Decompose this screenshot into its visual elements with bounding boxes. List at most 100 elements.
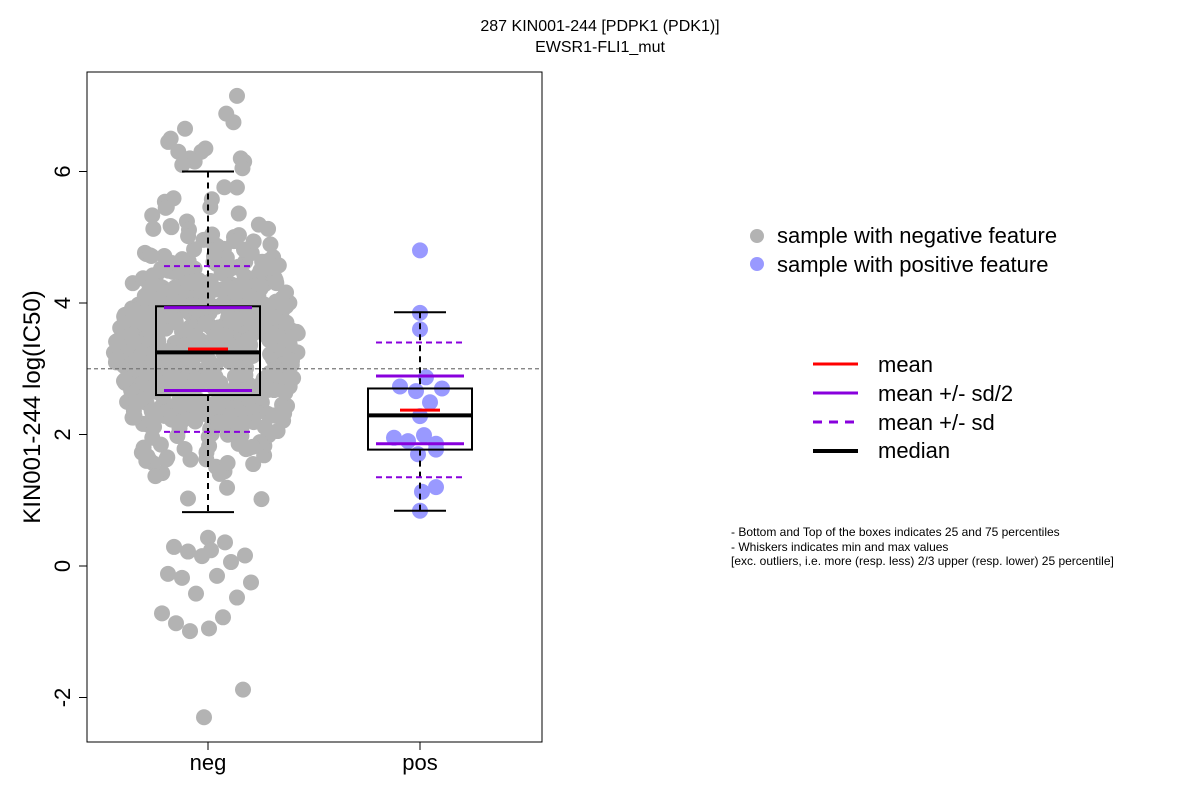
data-point-neg [174,323,191,340]
data-point-neg [203,191,220,208]
chart-title: 287 KIN001-244 [PDPK1 (PDK1)] [480,18,720,35]
legend-label-mean-half-sd: mean +/- sd/2 [878,381,1014,406]
data-point-neg [196,709,212,726]
data-point-neg [234,160,251,177]
data-point-neg [147,468,164,485]
data-point-neg [124,331,141,348]
data-point-neg [230,205,247,222]
x-tick-label: pos [402,750,437,775]
data-point-neg [188,585,204,602]
data-point-neg [238,307,255,324]
data-point-neg [253,491,270,508]
data-point-neg [199,291,216,308]
data-point-neg [168,615,184,632]
data-point-neg [200,429,217,446]
data-point-neg [190,272,207,289]
data-point-neg [230,435,247,452]
legend-label-negative: sample with negative feature [777,223,1058,248]
data-point-neg [245,233,262,250]
data-point-neg [166,538,182,555]
data-point-neg [161,350,178,367]
data-point-neg [174,569,190,586]
x-tick-label: neg [190,750,227,775]
note-line: - Bottom and Top of the boxes indicates … [731,525,1060,539]
data-point-neg [143,247,160,264]
data-point-neg [236,384,253,401]
y-tick-label: 0 [50,560,75,572]
data-point-neg [195,231,212,248]
iqr-box [367,387,473,451]
y-tick-label: 4 [50,297,75,309]
data-point-pos [412,242,428,259]
data-point-pos [392,378,408,395]
data-point-neg [230,416,247,433]
data-point-neg [226,233,243,250]
data-point-neg [164,365,181,382]
data-point-neg [161,307,178,324]
data-point-pos [422,394,438,411]
data-point-pos [428,479,444,496]
data-point-neg [108,333,125,350]
data-point-neg [254,313,271,330]
data-point-neg [238,360,255,377]
data-point-pos [386,429,402,446]
plot-frame [86,71,543,743]
data-point-neg [230,259,247,276]
data-point-neg [145,220,162,237]
y-tick-label: -2 [50,688,75,708]
legend-marker-positive [750,257,764,271]
data-point-neg [129,394,146,411]
data-point-neg [173,414,190,431]
data-point-neg [229,87,246,104]
data-point-neg [123,302,140,319]
data-point-neg [139,448,156,465]
legend-label-positive: sample with positive feature [777,252,1049,277]
legend-label-mean-sd: mean +/- sd [878,410,995,435]
data-point-neg [229,589,245,606]
data-point-neg [252,389,269,406]
data-point-neg [281,332,298,349]
data-point-neg [278,298,295,315]
data-point-neg [176,440,193,457]
data-point-neg [194,548,210,565]
chart-subtitle: EWSR1-FLI1_mut [535,39,665,56]
note-line: [exc. outliers, i.e. more (resp. less) 2… [731,554,1114,568]
data-point-neg [262,236,279,253]
data-point-neg [245,456,262,473]
data-point-neg [202,273,219,290]
data-point-neg [217,534,233,551]
data-point-neg [144,207,161,224]
legend-label-median: median [878,438,951,463]
data-point-pos [414,483,430,500]
data-point-neg [163,254,180,271]
data-point-neg [162,217,179,234]
data-point-pos [416,427,432,444]
data-point-neg [264,259,281,276]
data-point-neg [159,449,176,466]
data-point-neg [256,419,273,436]
legend-marker-negative [750,229,764,243]
data-point-neg [139,316,156,333]
data-point-neg [117,371,134,388]
data-point-neg [143,403,160,420]
data-point-neg [237,547,253,564]
data-point-neg [185,357,202,374]
data-point-pos [412,321,428,338]
data-point-neg [182,623,198,640]
data-point-neg [177,120,194,137]
data-point-neg [205,248,222,265]
data-point-neg [239,332,256,349]
data-point-neg [136,304,153,321]
data-point-neg [276,405,293,422]
data-point-neg [180,543,196,560]
data-point-neg [215,609,231,626]
data-point-neg [266,382,283,399]
y-tick-label: 6 [50,165,75,177]
data-point-neg [219,454,236,471]
data-point-neg [184,395,201,412]
legend-label-mean: mean [878,352,934,377]
data-point-neg [157,199,174,216]
data-point-neg [200,367,217,384]
data-point-neg [222,280,239,297]
data-point-neg [216,179,233,196]
